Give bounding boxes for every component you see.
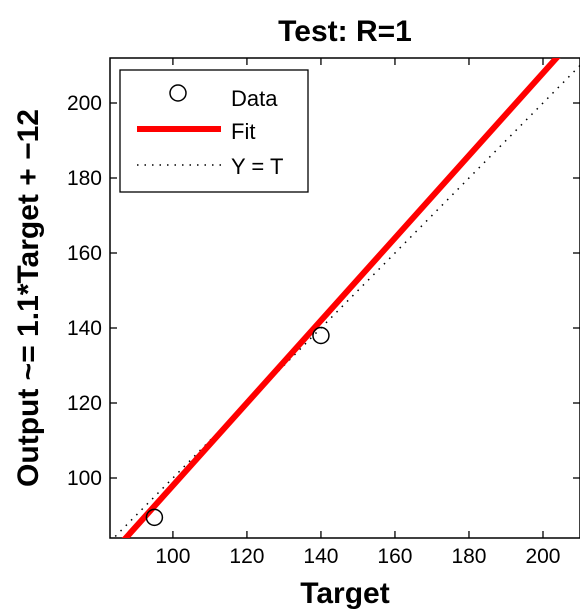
x-tick-label: 160 [377, 545, 412, 568]
y-tick-label: 120 [67, 392, 102, 415]
y-tick-label: 140 [67, 317, 102, 340]
chart-title: Test: R=1 [278, 15, 412, 48]
x-tick-label: 140 [303, 545, 338, 568]
legend-data-label: Data [231, 86, 278, 111]
x-tick-label: 180 [451, 545, 486, 568]
fit-line [121, 58, 561, 538]
legend-fit-label: Fit [231, 119, 255, 144]
x-tick-label: 120 [229, 545, 264, 568]
x-axis-ticks: 100 120 140 160 180 200 [155, 58, 561, 568]
x-tick-label: 200 [525, 545, 560, 568]
y-tick-label: 100 [67, 467, 102, 490]
x-axis-label: Target [300, 577, 389, 610]
legend-data-marker [169, 84, 187, 102]
legend-identity-label: Y = T [231, 154, 283, 179]
x-tick-label: 100 [155, 545, 190, 568]
data-point [145, 508, 164, 527]
y-tick-label: 200 [67, 92, 102, 115]
marker-layer [145, 326, 330, 527]
series-layer [112, 58, 580, 538]
legend: Data Fit Y = T [119, 69, 309, 193]
y-tick-label: 180 [67, 167, 102, 190]
data-point [312, 326, 330, 345]
y-axis-label: Output ~= 1.1*Target + −12 [12, 109, 45, 487]
y-tick-label: 160 [67, 242, 102, 265]
y-axis-ticks: 100 120 140 160 180 200 [67, 92, 580, 490]
